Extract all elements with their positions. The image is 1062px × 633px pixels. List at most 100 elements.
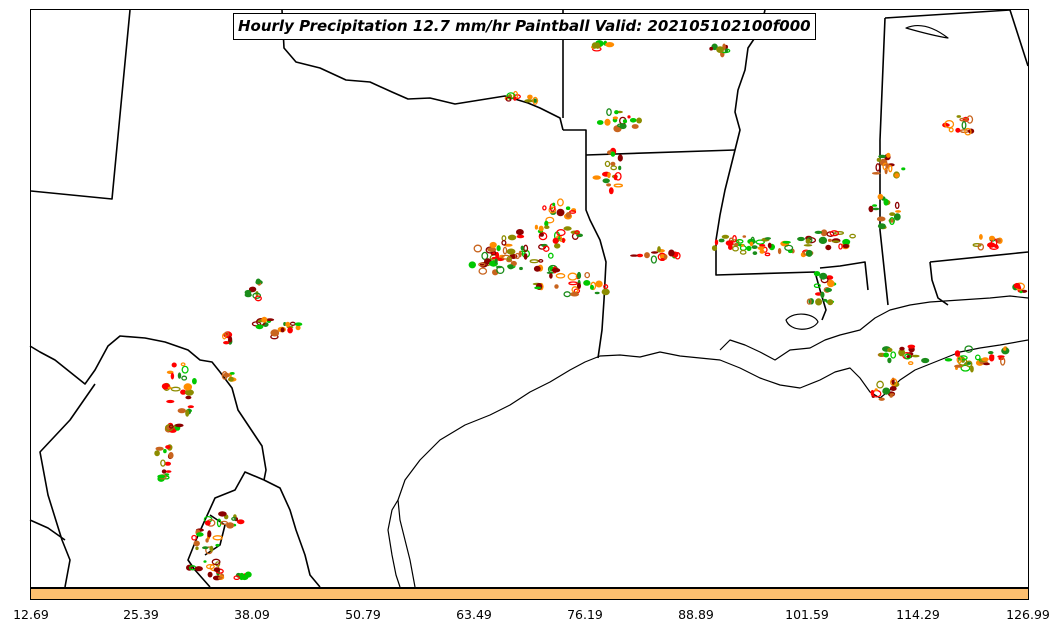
precip-blob	[959, 117, 968, 122]
colorbar-tick-label: 76.19	[567, 607, 603, 622]
precip-blob	[551, 268, 561, 273]
precip-blob	[824, 287, 833, 293]
colorbar-tick-label: 114.29	[896, 607, 940, 622]
precip-blob	[204, 520, 211, 526]
precip-blob	[565, 206, 571, 210]
precip-blob	[280, 327, 285, 333]
precip-blob	[875, 163, 881, 172]
precip-blob	[954, 364, 963, 368]
colorbar-tick-label: 88.89	[678, 607, 714, 622]
precip-blob	[164, 461, 171, 466]
precip-blob	[181, 375, 188, 381]
precip-blob	[552, 202, 556, 207]
precip-blob	[539, 232, 544, 237]
precip-blob	[890, 351, 897, 359]
precip-blob	[888, 164, 893, 173]
precip-blob	[876, 380, 884, 389]
precip-blob	[478, 267, 488, 275]
precip-blob	[966, 115, 974, 124]
precip-blob	[220, 520, 229, 526]
precip-blob	[767, 242, 772, 249]
precip-blob	[223, 341, 230, 345]
precip-blob	[883, 198, 889, 206]
precip-blob	[882, 387, 891, 395]
precip-blob	[806, 298, 812, 305]
precip-blob	[244, 292, 252, 298]
precip-blob	[890, 378, 898, 387]
precip-blob	[759, 244, 766, 247]
precip-blob	[800, 252, 807, 258]
precip-blob	[170, 372, 175, 380]
precip-blob	[872, 207, 880, 211]
precip-blob	[155, 446, 164, 451]
precip-blob	[610, 165, 618, 171]
precip-blob	[601, 288, 610, 296]
precip-blob	[827, 238, 832, 242]
precip-blob	[746, 245, 752, 252]
precip-blob	[825, 244, 832, 251]
precip-blob	[554, 243, 561, 249]
colorbar-tick-label: 25.39	[123, 607, 159, 622]
precip-blob	[592, 175, 601, 180]
precip-blob	[229, 372, 235, 375]
precip-blob	[496, 245, 501, 252]
precip-blob	[270, 329, 280, 337]
precip-blob	[889, 386, 897, 391]
precip-blob	[576, 271, 582, 280]
precip-blob	[813, 283, 821, 289]
precip-blob	[876, 216, 886, 222]
precip-blob	[751, 245, 758, 250]
precip-blob	[734, 242, 739, 247]
precip-blob	[782, 240, 791, 244]
precip-blob	[614, 110, 619, 115]
precip-blob	[627, 115, 631, 119]
precip-blob	[724, 48, 728, 53]
colorbar-tick-label: 126.99	[1006, 607, 1050, 622]
precip-blob	[590, 284, 594, 290]
precip-blob	[870, 389, 875, 397]
precip-blob	[569, 210, 577, 214]
precip-blob	[254, 295, 262, 302]
precip-blob	[519, 266, 523, 271]
precip-blob	[606, 183, 612, 187]
boundary-mexico-northwest	[29, 519, 66, 541]
colorbar-tick-label: 50.79	[345, 607, 381, 622]
boundary-texas-north	[281, 9, 564, 131]
boundary-arkansas-texas	[563, 129, 607, 359]
precip-blob	[674, 252, 681, 260]
precip-blob	[829, 230, 840, 237]
precip-blob	[544, 220, 549, 227]
precip-blob	[161, 469, 167, 474]
precip-blob	[506, 256, 512, 261]
precip-blob	[741, 244, 744, 247]
precip-blob	[983, 362, 990, 366]
boundary-nuevo-leon	[263, 479, 321, 588]
precip-blob	[285, 321, 291, 327]
precip-blob	[878, 352, 883, 357]
precip-blob	[1000, 357, 1006, 366]
precip-blob	[218, 511, 227, 517]
precip-blob	[606, 108, 612, 117]
precip-blob	[871, 172, 881, 175]
precip-blob	[224, 331, 230, 337]
precip-blob	[657, 246, 661, 253]
lake-pontchartrain	[785, 313, 819, 330]
precip-blob	[556, 229, 566, 237]
precip-blob	[567, 272, 578, 281]
precip-blob	[185, 409, 190, 417]
precip-blob	[605, 42, 615, 48]
precip-blob	[725, 240, 734, 247]
precip-blob	[168, 452, 174, 459]
precip-blob	[883, 352, 889, 358]
precip-blob	[954, 350, 961, 357]
precip-blob	[612, 116, 619, 120]
precip-blob	[617, 154, 623, 162]
precip-blob	[532, 96, 539, 105]
precip-blob	[191, 534, 197, 541]
precip-blob	[202, 546, 209, 550]
precip-blob	[878, 154, 887, 159]
precip-blob	[631, 124, 639, 129]
precip-blob	[911, 354, 920, 358]
precip-blob	[255, 324, 264, 330]
precip-blob	[946, 123, 950, 127]
